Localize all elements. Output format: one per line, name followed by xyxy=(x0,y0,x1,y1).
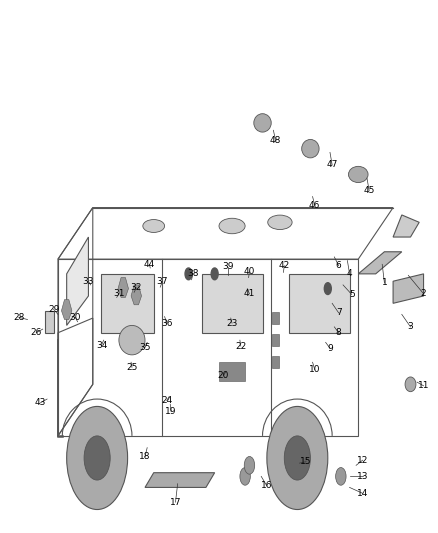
Polygon shape xyxy=(289,274,350,333)
Polygon shape xyxy=(358,252,402,274)
Text: 32: 32 xyxy=(131,284,142,293)
Text: 24: 24 xyxy=(161,396,173,405)
Text: 11: 11 xyxy=(418,381,429,390)
Text: 48: 48 xyxy=(270,136,281,145)
Text: 14: 14 xyxy=(357,489,368,498)
Circle shape xyxy=(185,268,192,280)
Text: 13: 13 xyxy=(357,472,368,481)
Text: 28: 28 xyxy=(13,313,25,322)
Text: 33: 33 xyxy=(83,277,94,286)
Text: 44: 44 xyxy=(144,260,155,269)
Text: 39: 39 xyxy=(222,262,233,271)
Text: 1: 1 xyxy=(381,278,387,287)
Polygon shape xyxy=(61,300,72,319)
Circle shape xyxy=(267,407,328,510)
Text: 22: 22 xyxy=(235,342,247,351)
Polygon shape xyxy=(393,215,419,237)
Text: 47: 47 xyxy=(326,160,338,169)
Ellipse shape xyxy=(302,140,319,158)
Text: 19: 19 xyxy=(166,407,177,416)
Text: 2: 2 xyxy=(421,289,426,298)
Text: 38: 38 xyxy=(187,269,199,278)
Text: 5: 5 xyxy=(349,290,355,299)
Text: 42: 42 xyxy=(279,261,290,270)
Text: 6: 6 xyxy=(336,261,342,270)
Ellipse shape xyxy=(119,326,145,355)
Text: 15: 15 xyxy=(300,457,312,466)
Text: 20: 20 xyxy=(218,371,229,380)
Text: 10: 10 xyxy=(309,365,321,374)
Circle shape xyxy=(84,436,110,480)
Bar xyxy=(272,334,279,346)
Polygon shape xyxy=(45,311,53,333)
Circle shape xyxy=(240,467,251,485)
Text: 25: 25 xyxy=(126,363,138,372)
Polygon shape xyxy=(145,473,215,487)
Text: 29: 29 xyxy=(48,305,59,314)
Text: 30: 30 xyxy=(70,313,81,322)
Circle shape xyxy=(244,456,254,474)
Ellipse shape xyxy=(254,114,271,132)
Polygon shape xyxy=(118,278,128,297)
Circle shape xyxy=(211,268,218,280)
Text: 17: 17 xyxy=(170,498,181,507)
Text: 23: 23 xyxy=(226,319,238,328)
Text: 41: 41 xyxy=(244,289,255,298)
Text: 43: 43 xyxy=(35,398,46,407)
Polygon shape xyxy=(102,274,154,333)
Text: 46: 46 xyxy=(309,201,321,210)
Text: 7: 7 xyxy=(336,309,342,317)
Circle shape xyxy=(67,407,127,510)
Polygon shape xyxy=(201,274,262,333)
Ellipse shape xyxy=(349,166,368,182)
Text: 40: 40 xyxy=(244,267,255,276)
Text: 26: 26 xyxy=(31,328,42,337)
Polygon shape xyxy=(67,237,88,326)
Polygon shape xyxy=(131,285,141,305)
Text: 37: 37 xyxy=(157,277,168,286)
Circle shape xyxy=(336,467,346,485)
Bar xyxy=(272,312,279,324)
Ellipse shape xyxy=(219,219,245,234)
Text: 36: 36 xyxy=(161,319,173,328)
Ellipse shape xyxy=(268,215,292,230)
Text: 31: 31 xyxy=(113,289,125,298)
Text: 12: 12 xyxy=(357,456,368,465)
Text: 16: 16 xyxy=(261,481,272,490)
Polygon shape xyxy=(393,274,424,303)
Bar xyxy=(272,357,279,368)
Text: 8: 8 xyxy=(336,328,342,337)
Text: 3: 3 xyxy=(408,322,413,332)
Bar xyxy=(219,362,245,381)
Circle shape xyxy=(324,282,331,295)
Text: 18: 18 xyxy=(139,452,151,461)
Text: 34: 34 xyxy=(96,341,107,350)
Text: 4: 4 xyxy=(347,269,353,278)
Circle shape xyxy=(284,436,311,480)
Ellipse shape xyxy=(143,220,165,232)
Text: 35: 35 xyxy=(139,343,151,352)
Text: 9: 9 xyxy=(327,344,333,353)
Text: 45: 45 xyxy=(364,186,375,195)
Ellipse shape xyxy=(405,377,416,392)
